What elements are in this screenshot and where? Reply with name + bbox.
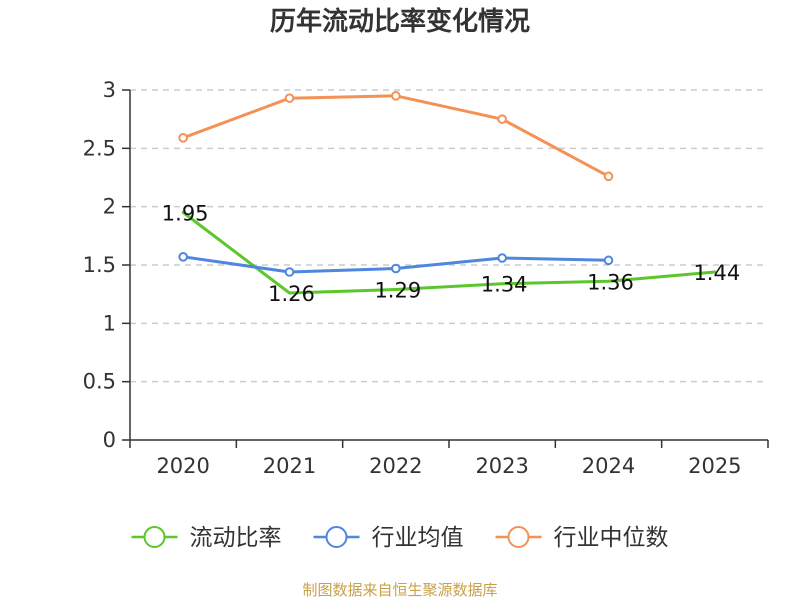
legend-item[interactable]: 行业均值 (313, 525, 464, 551)
series-line (181, 94, 610, 178)
y-tick-label: 0.5 (83, 370, 116, 394)
grid (130, 89, 768, 383)
y-tick-label: 1.5 (83, 253, 116, 277)
data-point (178, 252, 188, 262)
x-tick-label: 2024 (582, 454, 635, 478)
x-tick-label: 2021 (263, 454, 316, 478)
legend-label: 流动比率 (190, 525, 282, 551)
legend-marker-icon (325, 526, 348, 548)
data-point (391, 263, 401, 274)
source-note: 制图数据来自恒生聚源数据库 (302, 581, 497, 599)
y-tick-label: 2 (103, 195, 116, 219)
axes: 0 0.5 1 1.5 2 2.5 3 2020 2021 2022 2023 2024 2025 (83, 78, 769, 478)
legend-marker-icon (507, 526, 530, 548)
x-tick-label: 2022 (369, 454, 422, 478)
data-labels: 1.95 1.26 1.29 1.34 1.36 1.44 (162, 202, 740, 307)
legend-item[interactable]: 流动比率 (131, 525, 282, 551)
legend-item[interactable]: 行业中位数 (495, 525, 669, 551)
data-point (284, 267, 295, 277)
data-label: 1.34 (481, 273, 528, 297)
legend[interactable]: 流动比率 行业均值 行业中位数 (131, 525, 669, 551)
series-group (178, 91, 717, 295)
y-tick-label: 3 (103, 78, 116, 102)
data-point (391, 91, 401, 101)
data-point (603, 255, 614, 266)
y-tick-label: 2.5 (83, 136, 116, 160)
series-line (181, 211, 717, 295)
data-label: 1.44 (693, 261, 740, 285)
data-label: 1.36 (587, 270, 634, 294)
data-label: 1.29 (374, 279, 421, 303)
y-tick-label: 1 (103, 311, 116, 335)
legend-marker-icon (143, 526, 166, 548)
data-point (603, 171, 614, 182)
legend-label: 行业均值 (372, 525, 464, 551)
data-point (497, 253, 507, 263)
data-point (284, 93, 295, 103)
data-point (178, 133, 188, 143)
y-tick-label: 0 (103, 428, 116, 452)
chart-title: 历年流动比率变化情况 (270, 6, 530, 37)
data-label: 1.95 (162, 202, 209, 226)
data-point (497, 114, 507, 124)
x-tick-label: 2023 (475, 454, 528, 478)
legend-label: 行业中位数 (554, 525, 669, 551)
data-label: 1.26 (268, 282, 315, 306)
x-tick-label: 2020 (156, 454, 209, 478)
x-tick-label: 2025 (688, 454, 741, 478)
